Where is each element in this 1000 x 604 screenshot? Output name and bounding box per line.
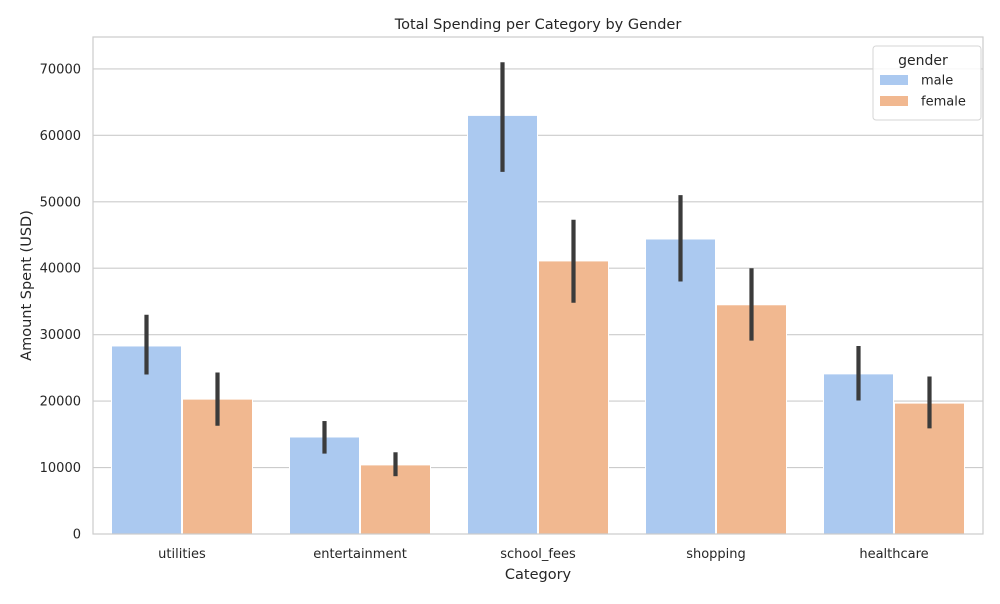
x-ticks: utilities entertainment school_fees shoppin… xyxy=(158,547,928,562)
legend-swatch-male xyxy=(880,75,908,85)
x-tick-label: school_fees xyxy=(500,547,576,562)
legend-swatch-female xyxy=(880,96,908,106)
bar-male-utilities xyxy=(111,345,182,535)
legend-label-male: male xyxy=(921,74,953,89)
x-tick-label: entertainment xyxy=(313,547,407,562)
y-tick-label: 0 xyxy=(73,528,81,543)
y-tick-label: 30000 xyxy=(40,328,81,343)
x-axis-label: Category xyxy=(505,567,572,583)
legend-items: male female xyxy=(880,74,966,110)
error-bars xyxy=(144,62,932,477)
bars xyxy=(111,114,965,535)
y-tick-label: 10000 xyxy=(40,461,81,476)
bar-male-healthcare xyxy=(823,373,894,535)
y-axis-label: Amount Spent (USD) xyxy=(19,210,35,361)
chart-title: Total Spending per Category by Gender xyxy=(394,17,682,33)
x-tick-label: healthcare xyxy=(859,547,928,562)
y-tick-label: 20000 xyxy=(40,395,81,410)
y-tick-label: 40000 xyxy=(40,262,81,277)
y-tick-label: 50000 xyxy=(40,195,81,210)
legend-title: gender xyxy=(898,53,948,69)
bar-male-shopping xyxy=(645,238,716,535)
bar-male-school_fees xyxy=(467,114,538,535)
legend-label-female: female xyxy=(921,95,966,110)
legend: gender male female xyxy=(872,45,982,121)
bar-female-shopping xyxy=(716,304,787,535)
y-tick-label: 70000 xyxy=(40,62,81,77)
bar-female-school_fees xyxy=(538,260,609,535)
plot-frame xyxy=(92,36,984,535)
x-tick-label: shopping xyxy=(686,547,746,562)
y-tick-label: 60000 xyxy=(40,129,81,144)
y-ticks: 0 10000 20000 30000 40000 50000 60000 70000 xyxy=(40,62,81,542)
x-tick-label: utilities xyxy=(158,547,206,562)
